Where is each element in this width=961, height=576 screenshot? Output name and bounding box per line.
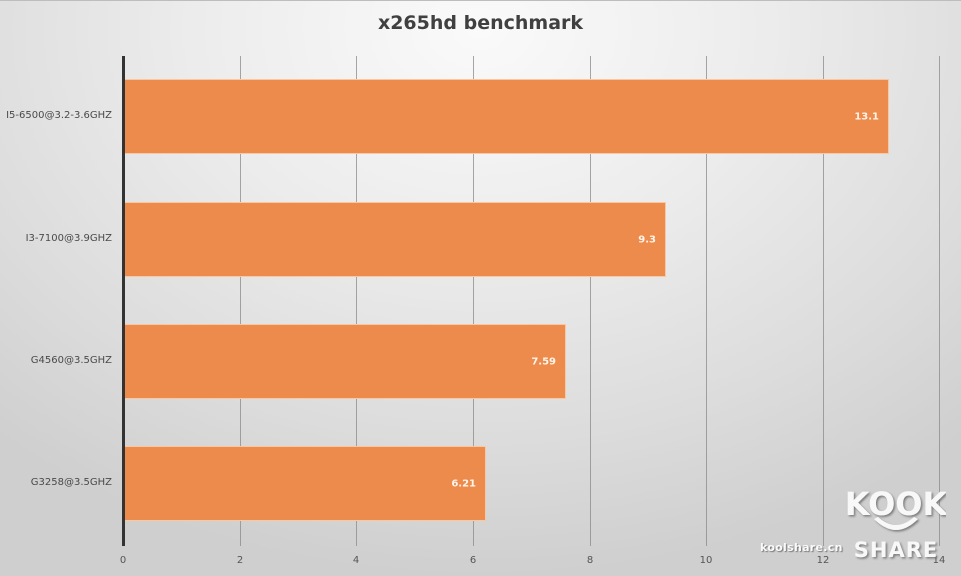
category-label: G4560@3.5GHZ	[30, 355, 112, 366]
koolshare-logo-icon: KOOK SHARE	[846, 485, 946, 562]
gridline-2	[240, 56, 241, 546]
svg-text:SHARE: SHARE	[854, 538, 938, 562]
x-tick-label: 4	[352, 555, 360, 566]
gridline-12	[823, 56, 824, 546]
bar-g4560: 7.59	[124, 325, 565, 398]
x-tick-label: 6	[469, 555, 477, 566]
gridline-8	[590, 56, 591, 546]
x-tick-label: 14	[932, 555, 946, 566]
x-tick-label: 12	[816, 555, 830, 566]
gridline-6	[473, 56, 474, 546]
bar-i3-7100: 9.3	[124, 203, 665, 276]
y-axis-line	[122, 56, 125, 546]
bar-value-label: 9.3	[638, 234, 656, 245]
x-tick-label: 2	[236, 555, 244, 566]
svg-text:KOOK: KOOK	[846, 485, 946, 523]
chart-title: x265hd benchmark	[377, 12, 584, 34]
bar-g3258: 6.21	[124, 447, 485, 520]
x-tick-label: 0	[119, 555, 127, 566]
watermark-site-text: koolshare.cn	[760, 541, 843, 554]
x-tick-label: 10	[699, 555, 713, 566]
bar-value-label: 7.59	[531, 356, 556, 367]
bar-i5-6500: 13.1	[124, 80, 888, 153]
gridline-14	[939, 56, 940, 546]
gridline-4	[356, 56, 357, 546]
bar-value-label: 13.1	[854, 111, 879, 122]
category-label: I3-7100@3.9GHZ	[25, 233, 112, 244]
bar-value-label: 6.21	[451, 478, 476, 489]
category-label: I5-6500@3.2-3.6GHZ	[6, 110, 112, 121]
category-label: G3258@3.5GHZ	[30, 477, 112, 488]
top-border	[0, 0, 961, 1]
x-tick-label: 8	[586, 555, 594, 566]
gridline-10	[706, 56, 707, 546]
plot-area: 13.1 9.3 7.59 6.21	[122, 56, 940, 546]
